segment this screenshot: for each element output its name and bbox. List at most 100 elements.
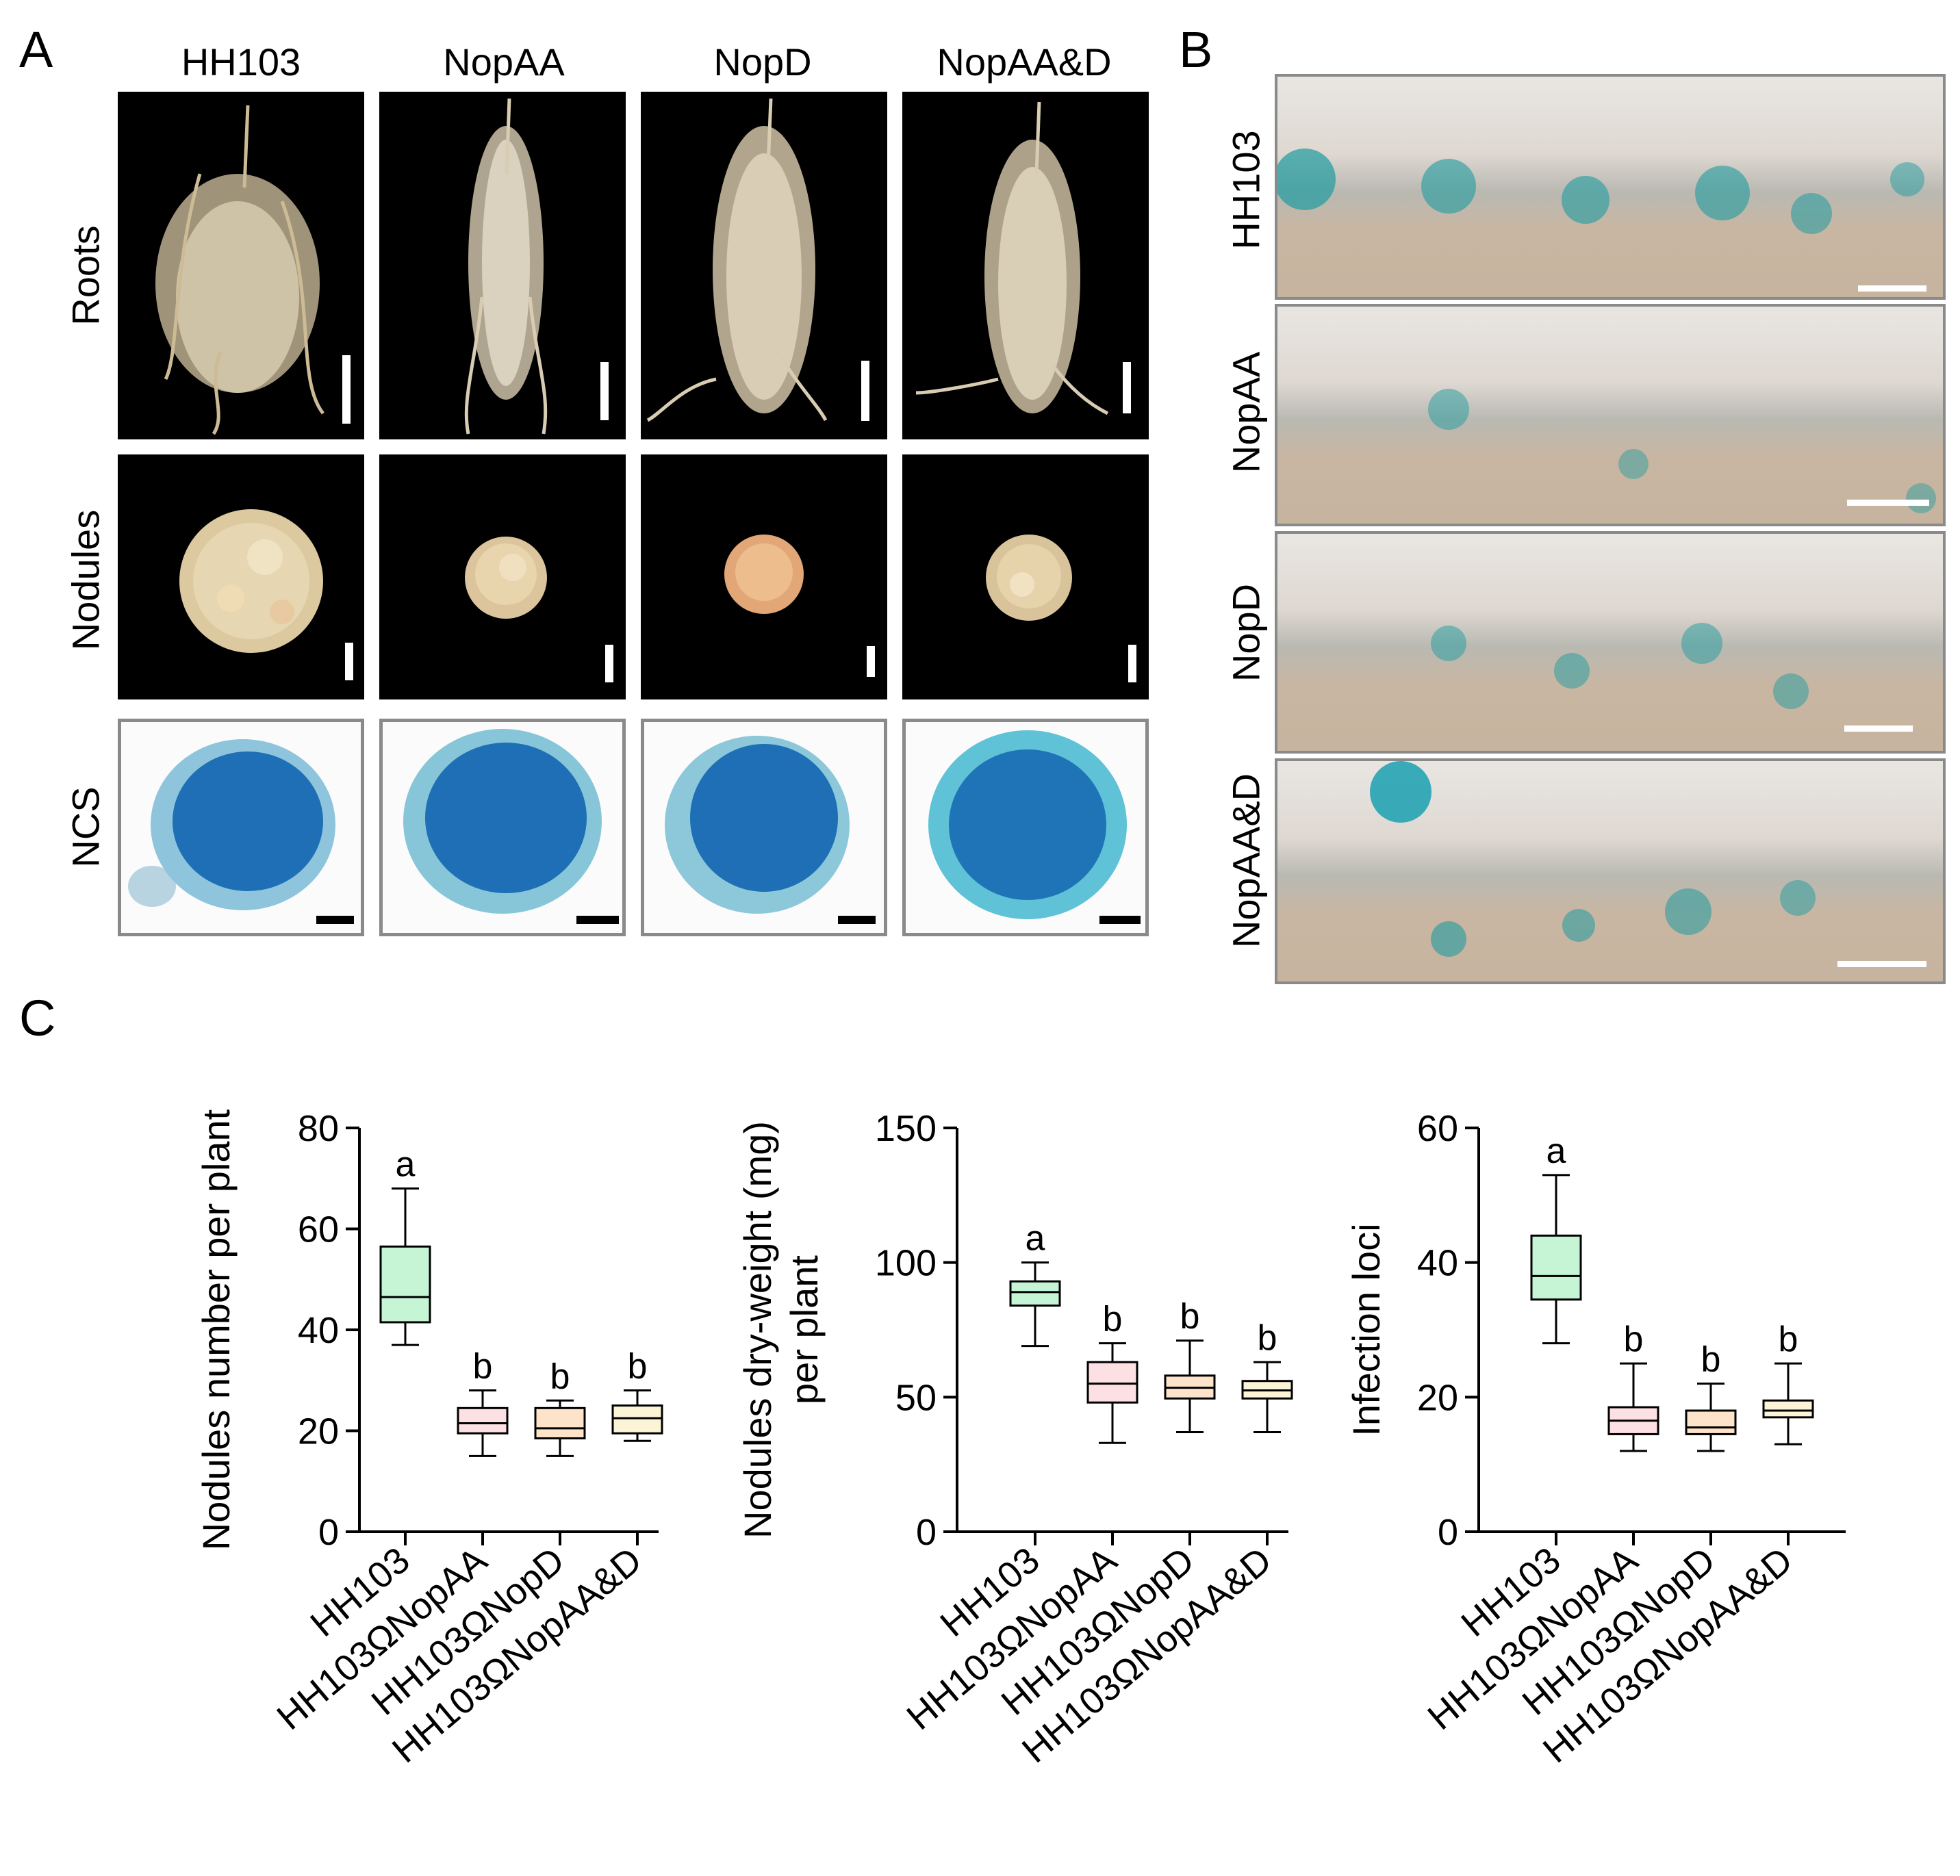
roots-image-nopd bbox=[641, 92, 887, 439]
y-axis-label: per plant bbox=[782, 1255, 826, 1404]
row-label-nopaad: NopAA&D bbox=[1224, 773, 1268, 949]
roots-drawing-hh103 bbox=[155, 105, 324, 435]
column-header-nopd: NopD bbox=[713, 40, 812, 83]
scale-bar bbox=[316, 916, 354, 924]
nodules-image-nopd bbox=[641, 454, 887, 699]
scale-bar bbox=[1858, 285, 1926, 292]
panel-c-letter: C bbox=[19, 990, 56, 1046]
row-label-hh103: HH103 bbox=[1224, 130, 1268, 250]
y-tick-label: 0 bbox=[318, 1512, 339, 1553]
box bbox=[1086, 1361, 1138, 1404]
scale-bar bbox=[867, 646, 875, 677]
significance-letter: a bbox=[1026, 1219, 1045, 1259]
ncs-drawing-nopaad bbox=[928, 730, 1127, 919]
y-axis-label: Nodules number per plant bbox=[194, 1109, 238, 1550]
box bbox=[1009, 1280, 1061, 1307]
micrograph-nopaad bbox=[1275, 758, 1946, 984]
significance-letter: b bbox=[550, 1357, 570, 1396]
y-tick-label: 60 bbox=[1417, 1108, 1458, 1149]
roots-drawing-nopaad bbox=[915, 101, 1109, 415]
roots-drawing-nopd bbox=[646, 98, 828, 422]
panel-a-letter: A bbox=[19, 21, 53, 78]
box bbox=[1685, 1409, 1737, 1435]
significance-letter: b bbox=[1701, 1340, 1721, 1380]
micrograph-stain-nopaad bbox=[1370, 761, 1816, 957]
row-label-roots: Roots bbox=[64, 225, 107, 326]
scale-bar bbox=[342, 355, 351, 424]
scale-bar bbox=[345, 643, 353, 680]
box bbox=[1530, 1234, 1582, 1301]
micrograph-hh103 bbox=[1275, 74, 1946, 300]
micrograph-stain-hh103 bbox=[1277, 149, 1924, 234]
nodules-image-nopaa bbox=[379, 454, 626, 699]
box bbox=[534, 1406, 586, 1440]
roots-drawing-nopaa bbox=[464, 98, 548, 435]
y-tick-label: 50 bbox=[895, 1377, 937, 1418]
significance-letter: a bbox=[396, 1145, 416, 1185]
ncs-image-nopd bbox=[641, 719, 887, 936]
nodules-drawing-nopaad bbox=[986, 535, 1072, 621]
roots-image-nopaa bbox=[379, 92, 626, 439]
nodules-image-nopaad bbox=[902, 454, 1149, 699]
ncs-image-nopaa bbox=[379, 719, 626, 936]
significance-letter: b bbox=[1624, 1320, 1644, 1359]
scale-bar bbox=[861, 361, 869, 421]
y-tick-label: 80 bbox=[298, 1108, 339, 1149]
scale-bar bbox=[600, 362, 609, 420]
significance-letter: b bbox=[473, 1347, 493, 1387]
row-label-nopd: NopD bbox=[1224, 583, 1268, 682]
nodules-drawing-nopaa bbox=[465, 537, 547, 619]
micrograph-stain-nopd bbox=[1431, 623, 1809, 709]
significance-letter: a bbox=[1547, 1131, 1566, 1171]
scale-bar bbox=[1128, 645, 1136, 682]
row-label-nopaa: NopAA bbox=[1224, 351, 1268, 474]
significance-letter: b bbox=[1779, 1320, 1798, 1359]
micrograph-nopaa bbox=[1275, 304, 1946, 526]
y-tick-label: 0 bbox=[916, 1512, 937, 1553]
scale-bar bbox=[1123, 362, 1131, 413]
column-header-nopaa: NopAA bbox=[443, 40, 565, 83]
ncs-drawing-nopd bbox=[665, 736, 850, 914]
scale-bar bbox=[605, 645, 613, 682]
scale-bar bbox=[1099, 916, 1141, 924]
ncs-image-hh103 bbox=[118, 719, 364, 936]
scale-bar bbox=[576, 916, 619, 924]
y-tick-label: 100 bbox=[875, 1243, 937, 1284]
box bbox=[1762, 1399, 1814, 1419]
row-label-nodules: Nodules bbox=[64, 509, 107, 651]
roots-image-hh103 bbox=[118, 92, 364, 439]
y-tick-label: 20 bbox=[1417, 1377, 1458, 1418]
micrograph-nopd bbox=[1275, 531, 1946, 754]
nodules-drawing-nopd bbox=[724, 535, 804, 614]
y-axis-label: Nodules dry-weight (mg) bbox=[736, 1121, 779, 1539]
ncs-drawing-hh103 bbox=[128, 739, 335, 910]
scale-bar bbox=[838, 916, 876, 924]
scale-bar bbox=[1844, 725, 1913, 732]
row-label-ncs: NCS bbox=[64, 786, 107, 868]
scale-bar bbox=[1837, 961, 1926, 967]
y-tick-label: 0 bbox=[1438, 1512, 1458, 1553]
box bbox=[379, 1245, 431, 1324]
nodules-drawing-hh103 bbox=[179, 509, 323, 653]
significance-letter: b bbox=[1103, 1300, 1123, 1339]
ncs-drawing-nopaa bbox=[403, 729, 602, 914]
column-header-nopaad: NopAA&D bbox=[937, 40, 1112, 83]
y-tick-label: 60 bbox=[298, 1209, 339, 1250]
significance-letter: b bbox=[628, 1347, 648, 1387]
panel-b-letter: B bbox=[1179, 21, 1213, 78]
box bbox=[457, 1406, 509, 1435]
ncs-image-nopaad bbox=[902, 719, 1149, 936]
y-axis-label: Infection loci bbox=[1345, 1223, 1388, 1436]
box bbox=[611, 1404, 663, 1435]
significance-letter: b bbox=[1258, 1318, 1277, 1358]
scale-bar bbox=[1847, 500, 1929, 506]
significance-letter: b bbox=[1180, 1297, 1200, 1337]
y-tick-label: 40 bbox=[1417, 1243, 1458, 1284]
micrograph-stain-nopaa bbox=[1428, 389, 1936, 513]
y-tick-label: 20 bbox=[298, 1411, 339, 1452]
y-tick-label: 40 bbox=[298, 1310, 339, 1351]
roots-image-nopaad bbox=[902, 92, 1149, 439]
column-header-hh103: HH103 bbox=[181, 40, 301, 83]
nodules-image-hh103 bbox=[118, 454, 364, 699]
